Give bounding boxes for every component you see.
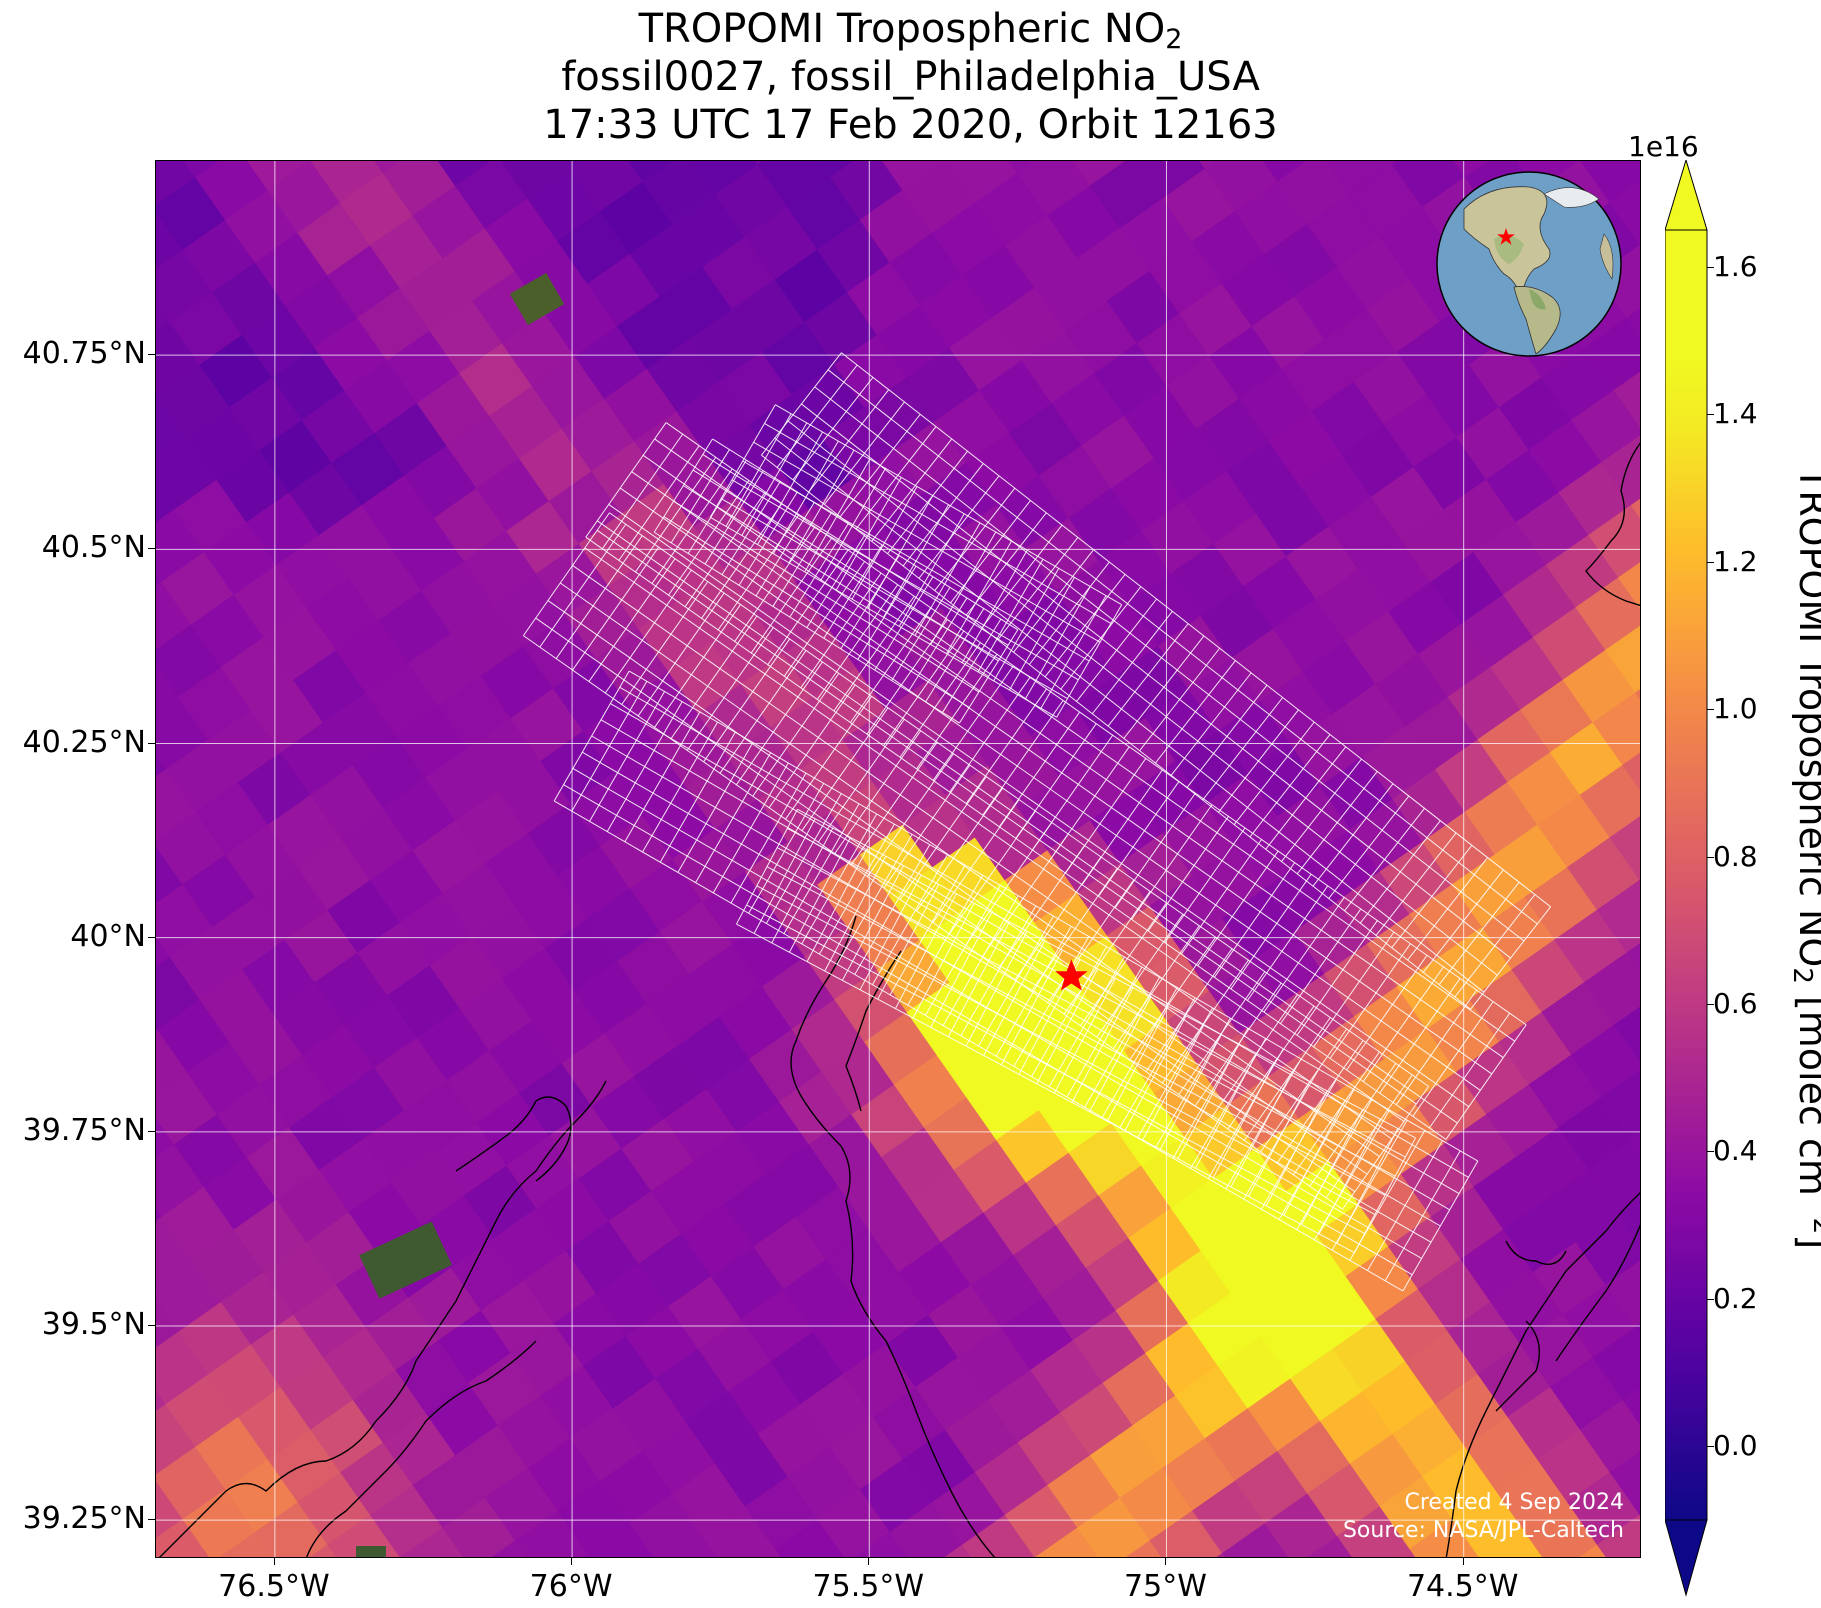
colorbar-tick-label: 1.0	[1713, 692, 1758, 726]
map-panel[interactable]: Created 4 Sep 2024 Source: NASA/JPL-Calt…	[155, 160, 1641, 1558]
created-date: Created 4 Sep 2024	[1404, 1490, 1625, 1515]
map-title-line-2: fossil0027, fossil_Philadelphia_USA	[561, 54, 1260, 100]
y-tick-label: 40°N	[70, 918, 146, 954]
colorbar-label: TROPOMI Tropospheric NO2 [molec cm−2]	[1787, 466, 1821, 1249]
colorbar-tick-mark	[1707, 266, 1714, 268]
map-title-line-1: TROPOMI Tropospheric NO2	[638, 6, 1183, 55]
colorbar-tick-label: 1.4	[1713, 397, 1758, 431]
y-tick-mark	[148, 1130, 155, 1132]
x-tick-mark	[868, 1558, 870, 1565]
colorbar-tick-label: 0.6	[1713, 987, 1758, 1020]
y-tick-mark	[148, 1519, 155, 1521]
colorbar-exponent: 1e16	[1628, 130, 1699, 163]
y-tick-mark	[148, 936, 155, 938]
x-tick-label: 75°W	[1124, 1569, 1207, 1604]
x-tick-mark	[1462, 1558, 1464, 1565]
emit-target-swaths	[522, 352, 1552, 1292]
x-tick-mark	[571, 1558, 573, 1565]
colorbar-gradient	[1665, 229, 1708, 1521]
true-color-patch	[509, 272, 565, 326]
y-tick-label: 39.5°N	[41, 1307, 146, 1342]
y-tick-label: 40.75°N	[22, 336, 146, 372]
colorbar-tick-label: 0.4	[1713, 1134, 1758, 1168]
colorbar-tick-mark	[1707, 414, 1714, 416]
coastlines	[159, 442, 1640, 1557]
y-tick-label: 40.25°N	[22, 724, 146, 760]
y-tick-label: 40.5°N	[41, 530, 146, 566]
y-tick-mark	[148, 1325, 155, 1326]
source-credit: Source: NASA/JPL-Caltech	[1342, 1518, 1624, 1543]
colorbar-tick-label: 0.0	[1713, 1429, 1758, 1463]
colorbar-extend-min	[1665, 1519, 1708, 1597]
colorbar-tick-label: 1.6	[1713, 249, 1758, 283]
x-tick-label: 74.5°W	[1406, 1569, 1519, 1604]
y-tick-mark	[148, 354, 155, 356]
map-title-line-3: 17:33 UTC 17 Feb 2020, Orbit 12163	[543, 102, 1278, 148]
credit-text: Created 4 Sep 2024 Source: NASA/JPL-Calt…	[1343, 1489, 1624, 1545]
y-tick-mark	[148, 548, 155, 550]
colorbar-tick-mark	[1707, 1298, 1714, 1300]
globe-inset	[1436, 171, 1622, 357]
colorbar-tick-label: 1.2	[1713, 544, 1758, 578]
y-tick-mark	[148, 742, 155, 744]
colorbar-extend-max	[1665, 160, 1708, 231]
colorbar-tick-mark	[1707, 1446, 1714, 1448]
target-star-icon	[1055, 959, 1088, 991]
no2-pixel-field	[156, 161, 1640, 1557]
colorbar-tick-label: 0.2	[1713, 1281, 1758, 1315]
x-tick-label: 75.5°W	[812, 1569, 924, 1604]
x-tick-label: 76.5°W	[218, 1569, 330, 1604]
no2-map	[156, 161, 1640, 1557]
x-tick-mark	[1165, 1558, 1167, 1565]
x-tick-label: 76°W	[529, 1569, 613, 1604]
y-tick-label: 39.75°N	[22, 1112, 146, 1148]
colorbar-tick-mark	[1707, 856, 1714, 858]
x-tick-mark	[273, 1558, 275, 1565]
globe-target-star-icon	[1497, 228, 1515, 245]
colorbar-tick-mark	[1707, 561, 1714, 563]
colorbar	[1665, 160, 1708, 1597]
colorbar-tick-mark	[1707, 1004, 1714, 1005]
colorbar-tick-label: 0.8	[1713, 839, 1758, 873]
y-tick-label: 39.25°N	[22, 1501, 146, 1537]
true-color-patch	[359, 1221, 452, 1299]
true-color-patch	[356, 1546, 386, 1557]
colorbar-tick-mark	[1707, 709, 1714, 711]
colorbar-tick-mark	[1707, 1151, 1714, 1153]
